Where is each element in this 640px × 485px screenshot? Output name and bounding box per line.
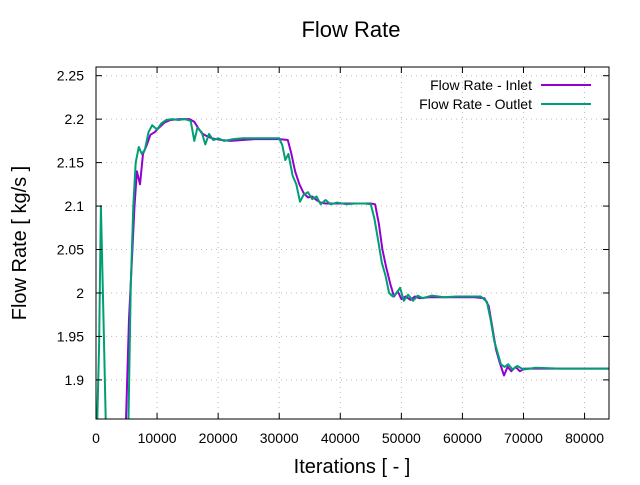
y-tick-label: 2 bbox=[76, 285, 84, 301]
y-tick-label: 2.25 bbox=[57, 68, 84, 84]
legend-label-inlet: Flow Rate - Inlet bbox=[430, 77, 532, 93]
grid-lines bbox=[96, 67, 609, 419]
series-line-inlet bbox=[125, 118, 609, 419]
y-tick-labels: 1.9 1.95 2 2.05 2.1 2.15 2.2 2.25 bbox=[57, 68, 84, 388]
legend: Flow Rate - Inlet Flow Rate - Outlet bbox=[419, 77, 591, 112]
y-tick-label: 2.2 bbox=[65, 111, 85, 127]
x-tick-label: 20000 bbox=[199, 430, 238, 446]
y-tick-label: 1.95 bbox=[57, 328, 84, 344]
x-tick-label: 10000 bbox=[138, 430, 177, 446]
axis-ticks bbox=[95, 67, 609, 419]
chart-title: Flow Rate bbox=[301, 17, 400, 42]
series-group bbox=[96, 118, 609, 419]
legend-label-outlet: Flow Rate - Outlet bbox=[419, 96, 532, 112]
x-tick-label: 70000 bbox=[504, 430, 543, 446]
x-tick-label: 60000 bbox=[443, 430, 482, 446]
y-tick-label: 2.1 bbox=[65, 198, 85, 214]
x-axis-title: Iterations [ - ] bbox=[294, 456, 411, 478]
x-tick-label: 0 bbox=[92, 430, 100, 446]
x-tick-label: 40000 bbox=[321, 430, 360, 446]
series-line-outlet bbox=[96, 118, 609, 419]
y-tick-label: 2.05 bbox=[57, 242, 84, 258]
y-tick-label: 2.15 bbox=[57, 155, 84, 171]
y-axis-title: Flow Rate [ kg/s ] bbox=[9, 166, 31, 321]
y-tick-label: 1.9 bbox=[65, 372, 85, 388]
x-tick-label: 30000 bbox=[260, 430, 299, 446]
x-tick-label: 50000 bbox=[382, 430, 421, 446]
x-tick-label: 80000 bbox=[565, 430, 604, 446]
plot-frame bbox=[95, 66, 610, 420]
x-tick-labels: 0 10000 20000 30000 40000 50000 60000 70000 8000… bbox=[92, 430, 604, 446]
